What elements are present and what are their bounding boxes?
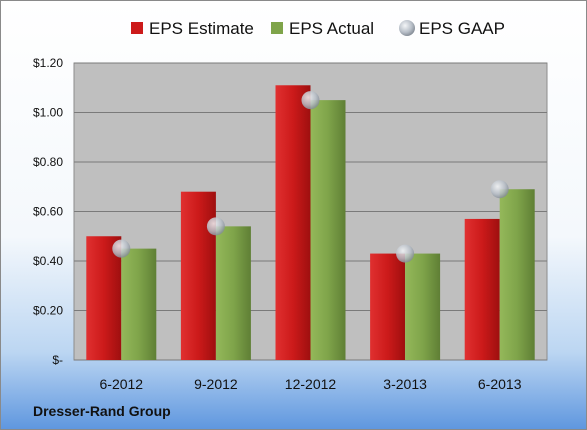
- eps-estimate-bar: [370, 253, 406, 360]
- eps-estimate-bar: [86, 236, 122, 360]
- y-tick-label: $1.00: [33, 106, 63, 120]
- y-tick-label: $0.20: [33, 304, 63, 318]
- legend-eps-estimate-swatch: [131, 22, 143, 34]
- x-tick-label: 6-2012: [100, 376, 144, 392]
- bars: [86, 85, 535, 361]
- legend: EPS Estimate EPS Actual EPS GAAP: [131, 19, 505, 38]
- eps-gaap-marker: [490, 180, 509, 199]
- legend-eps-actual: EPS Actual: [289, 19, 374, 38]
- x-tick-label: 12-2012: [285, 376, 337, 392]
- y-tick-label: $1.20: [33, 56, 63, 70]
- eps-gaap-marker: [112, 239, 131, 258]
- legend-eps-actual-swatch: [271, 22, 283, 34]
- y-tick-label: $0.80: [33, 155, 63, 169]
- legend-eps-gaap-swatch: [399, 20, 415, 36]
- eps-estimate-bar: [180, 191, 216, 360]
- eps-estimate-bar: [464, 218, 500, 360]
- eps-gaap-marker: [301, 91, 320, 110]
- eps-actual-bar: [121, 248, 157, 360]
- legend-eps-estimate: EPS Estimate: [149, 19, 254, 38]
- y-tick-label: $0.60: [33, 205, 63, 219]
- y-axis: $- $0.20 $0.40 $0.60 $0.80 $1.00 $1.20: [33, 56, 63, 367]
- y-tick-label: $-: [52, 353, 63, 367]
- eps-actual-bar: [499, 189, 535, 360]
- eps-actual-bar: [215, 226, 251, 360]
- eps-estimate-bar: [275, 85, 311, 361]
- eps-gaap-marker: [206, 217, 225, 236]
- eps-actual-bar: [310, 100, 346, 360]
- x-tick-label: 6-2013: [478, 376, 522, 392]
- x-tick-label: 9-2012: [194, 376, 238, 392]
- gaap-markers: [112, 91, 509, 263]
- x-axis: 6-2012 9-2012 12-2012 3-2013 6-2013: [100, 376, 522, 392]
- x-tick-label: 3-2013: [383, 376, 427, 392]
- eps-actual-bar: [405, 253, 441, 360]
- eps-gaap-marker: [396, 244, 415, 263]
- legend-eps-gaap: EPS GAAP: [419, 19, 505, 38]
- y-tick-label: $0.40: [33, 254, 63, 268]
- company-name: Dresser-Rand Group: [33, 403, 171, 419]
